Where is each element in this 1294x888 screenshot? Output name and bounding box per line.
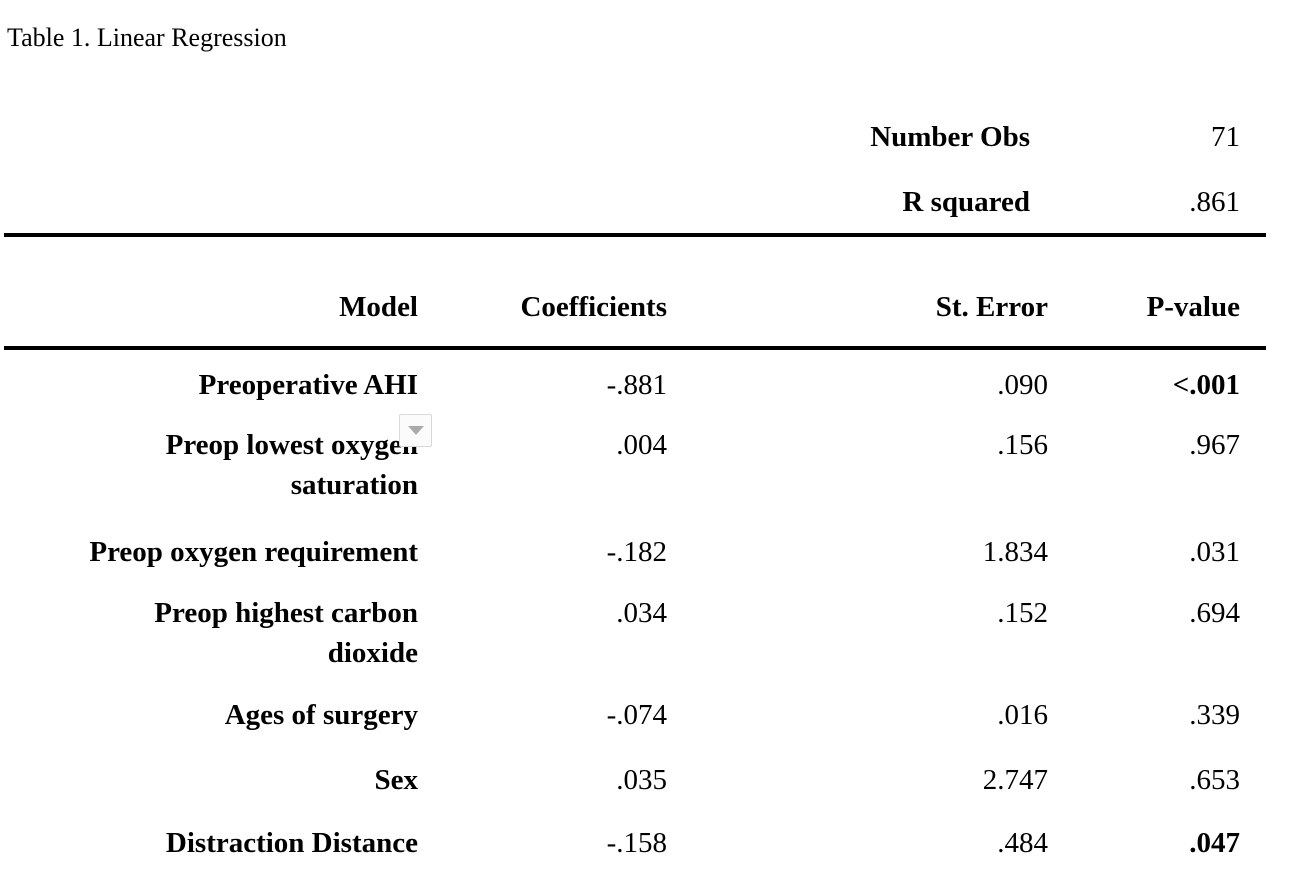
- table-row: Preop oxygen requirement -.182 1.834 .03…: [0, 532, 1294, 572]
- st-error-cell: .484: [997, 827, 1048, 859]
- model-cell: Preop lowest oxygen saturation: [165, 429, 418, 501]
- model-cell: Ages of surgery: [224, 699, 418, 731]
- p-value-cell: .653: [1189, 764, 1240, 796]
- stat-value: .861: [1189, 186, 1240, 218]
- coefficient-cell: -.074: [606, 699, 667, 731]
- p-value-cell: .967: [1189, 429, 1240, 461]
- p-value-cell: <.001: [1172, 369, 1240, 401]
- table-row: Preop highest carbon dioxide .034 .152 .…: [0, 593, 1294, 669]
- st-error-cell: .152: [997, 597, 1048, 629]
- p-value-cell: .031: [1189, 536, 1240, 568]
- column-header-p-value: P-value: [1146, 291, 1240, 323]
- chevron-down-icon: [407, 426, 424, 435]
- model-cell: Distraction Distance: [165, 827, 418, 859]
- st-error-cell: 1.834: [982, 536, 1048, 568]
- table-row: Ages of surgery -.074 .016 .339: [0, 695, 1294, 735]
- stats-row-r-squared: R squared .861: [0, 182, 1294, 222]
- model-cell: Preop highest carbon dioxide: [154, 597, 418, 669]
- p-value-cell: .339: [1189, 699, 1240, 731]
- st-error-cell: .156: [997, 429, 1048, 461]
- table-row: Preop lowest oxygen saturation .004 .156…: [0, 425, 1294, 501]
- table-row: Distraction Distance -.158 .484 .047: [0, 823, 1294, 863]
- table-row: Sex .035 2.747 .653: [0, 760, 1294, 800]
- coefficient-cell: -.881: [606, 369, 667, 401]
- coefficient-cell: .035: [616, 764, 667, 796]
- column-header-model: Model: [339, 291, 418, 323]
- stat-label: R squared: [902, 186, 1030, 218]
- table-caption: Table 1. Linear Regression: [7, 23, 287, 52]
- model-cell: Preoperative AHI: [198, 369, 418, 401]
- header-rule: [4, 346, 1266, 350]
- column-header-st-error: St. Error: [935, 291, 1048, 323]
- coefficient-cell: .034: [616, 597, 667, 629]
- p-value-cell: .047: [1189, 827, 1240, 859]
- stats-row-number-obs: Number Obs 71: [0, 117, 1294, 157]
- dropdown-marker-icon[interactable]: [399, 414, 432, 447]
- coefficient-cell: -.158: [606, 827, 667, 859]
- coefficient-cell: -.182: [606, 536, 667, 568]
- st-error-cell: 2.747: [982, 764, 1048, 796]
- table-row: Preoperative AHI -.881 .090 <.001: [0, 365, 1294, 405]
- table-header-row: Model Coefficients St. Error P-value: [0, 287, 1294, 327]
- p-value-cell: .694: [1189, 597, 1240, 629]
- st-error-cell: .016: [997, 699, 1048, 731]
- model-cell: Preop oxygen requirement: [89, 536, 418, 568]
- st-error-cell: .090: [997, 369, 1048, 401]
- model-cell: Sex: [374, 764, 419, 796]
- stat-value: 71: [1211, 121, 1240, 153]
- coefficient-cell: .004: [616, 429, 667, 461]
- column-header-coefficients: Coefficients: [520, 291, 667, 323]
- stat-label: Number Obs: [870, 121, 1030, 153]
- top-rule: [4, 233, 1266, 237]
